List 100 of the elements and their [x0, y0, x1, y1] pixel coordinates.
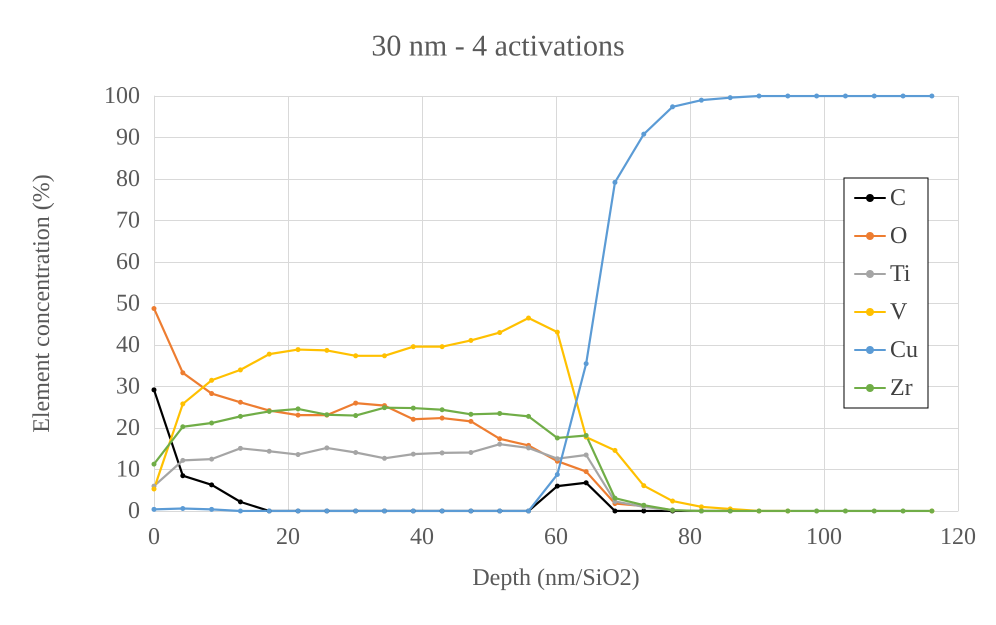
point [554, 435, 560, 440]
point [900, 94, 906, 98]
point [670, 104, 676, 110]
point [209, 506, 214, 512]
point [238, 508, 243, 514]
point [842, 94, 848, 98]
y-tick-label: 60 [116, 249, 140, 275]
y-tick-label: 80 [116, 166, 140, 192]
point [410, 344, 416, 350]
point [468, 338, 474, 343]
point [641, 132, 646, 137]
point [324, 348, 330, 353]
point [554, 330, 560, 335]
point [238, 414, 243, 419]
y-tick-label: 20 [116, 415, 140, 441]
point [382, 353, 387, 358]
point [152, 306, 156, 311]
point [238, 400, 243, 405]
point [353, 413, 358, 418]
point [526, 316, 532, 321]
point [612, 508, 618, 514]
point [152, 506, 156, 512]
point [152, 462, 156, 467]
point [468, 418, 474, 424]
y-tick-label: 70 [116, 208, 140, 234]
point [180, 370, 186, 376]
legend-label: Zr [890, 375, 913, 401]
x-tick-label: 40 [410, 524, 434, 550]
point [612, 180, 618, 185]
point [209, 420, 214, 426]
point [756, 94, 762, 98]
point [698, 98, 704, 103]
point [584, 452, 589, 458]
point [180, 401, 186, 406]
point [152, 387, 156, 392]
point [296, 452, 301, 458]
point [440, 344, 445, 350]
y-tick-label: 40 [116, 332, 140, 358]
point [353, 400, 358, 406]
x-tick-label: 120 [940, 524, 976, 550]
point [440, 407, 445, 412]
point [209, 482, 214, 488]
point [526, 445, 532, 450]
point [641, 483, 646, 488]
point [612, 448, 618, 453]
point [670, 498, 676, 504]
point [410, 452, 416, 457]
point [584, 469, 589, 474]
point [238, 367, 243, 372]
point [554, 456, 560, 462]
point [497, 436, 502, 442]
legend-label: C [890, 185, 906, 211]
point [238, 446, 243, 451]
point [410, 406, 416, 411]
point [353, 353, 358, 358]
point [209, 456, 214, 462]
chart-title: 30 nm - 4 activations [371, 30, 625, 62]
x-axis-title: Depth (nm/SiO2) [472, 565, 640, 591]
point [410, 416, 416, 422]
y-tick-label: 100 [104, 83, 140, 109]
point [296, 406, 301, 412]
point [238, 499, 243, 504]
point [468, 412, 474, 417]
point [872, 94, 877, 98]
legend-label: Ti [890, 261, 911, 287]
point [584, 361, 589, 366]
point [209, 391, 214, 396]
y-tick-label: 50 [116, 290, 140, 316]
point [554, 484, 560, 489]
y-axis-title: Element concentration (%) [29, 174, 55, 433]
y-tick-label: 30 [116, 374, 140, 400]
point [584, 480, 589, 486]
point [641, 508, 646, 514]
point [353, 450, 358, 455]
y-tick-label: 90 [116, 124, 140, 150]
point [180, 506, 186, 512]
point [728, 95, 733, 100]
x-tick-label: 60 [544, 524, 568, 550]
point [152, 486, 156, 492]
point [497, 442, 502, 447]
point [440, 450, 445, 456]
point [296, 347, 301, 352]
legend-label: O [890, 223, 908, 249]
point [497, 410, 502, 416]
point [814, 94, 820, 98]
point [180, 473, 186, 478]
legend-label: Cu [890, 337, 918, 363]
legend-label: V [890, 299, 908, 325]
x-tick-label: 100 [806, 524, 842, 550]
point [497, 330, 502, 336]
point [612, 496, 618, 501]
point [180, 424, 186, 430]
point [180, 458, 186, 463]
point [440, 416, 445, 421]
point [554, 472, 560, 477]
point [785, 94, 790, 98]
point [526, 414, 532, 419]
point [266, 352, 272, 357]
point [468, 450, 474, 455]
point [266, 448, 272, 454]
